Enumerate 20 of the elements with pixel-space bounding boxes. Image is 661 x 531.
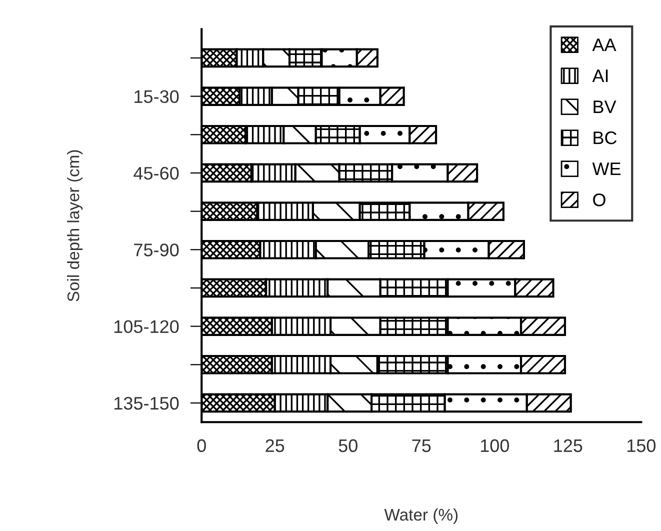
x-tick-label: 75 [412, 439, 431, 452]
legend-label: WE [592, 162, 621, 176]
legend-label: AA [592, 38, 616, 51]
legend-label: AI [592, 70, 608, 82]
legend-label: BC [594, 131, 617, 144]
y-tick-label: 135-150 [114, 396, 179, 410]
y-tick-label: 75-90 [134, 244, 179, 256]
y-tick-label: 45-60 [134, 166, 179, 180]
y-tick-label: 105-120 [114, 320, 179, 334]
x-axis-title: Water (%) [384, 508, 458, 524]
x-tick-label: 150 [627, 439, 656, 452]
x-tick-label: 0 [197, 439, 206, 452]
x-tick-label: 50 [338, 439, 358, 452]
y-axis-title: Soil depth layer (cm) [67, 150, 83, 302]
x-tick-label: 100 [480, 439, 510, 452]
x-tick-label: 25 [266, 439, 284, 452]
legend-label: O [593, 193, 606, 206]
y-tick-label: 15-30 [134, 90, 179, 104]
legend-label: BV [594, 100, 616, 114]
x-tick-label: 125 [554, 439, 582, 452]
